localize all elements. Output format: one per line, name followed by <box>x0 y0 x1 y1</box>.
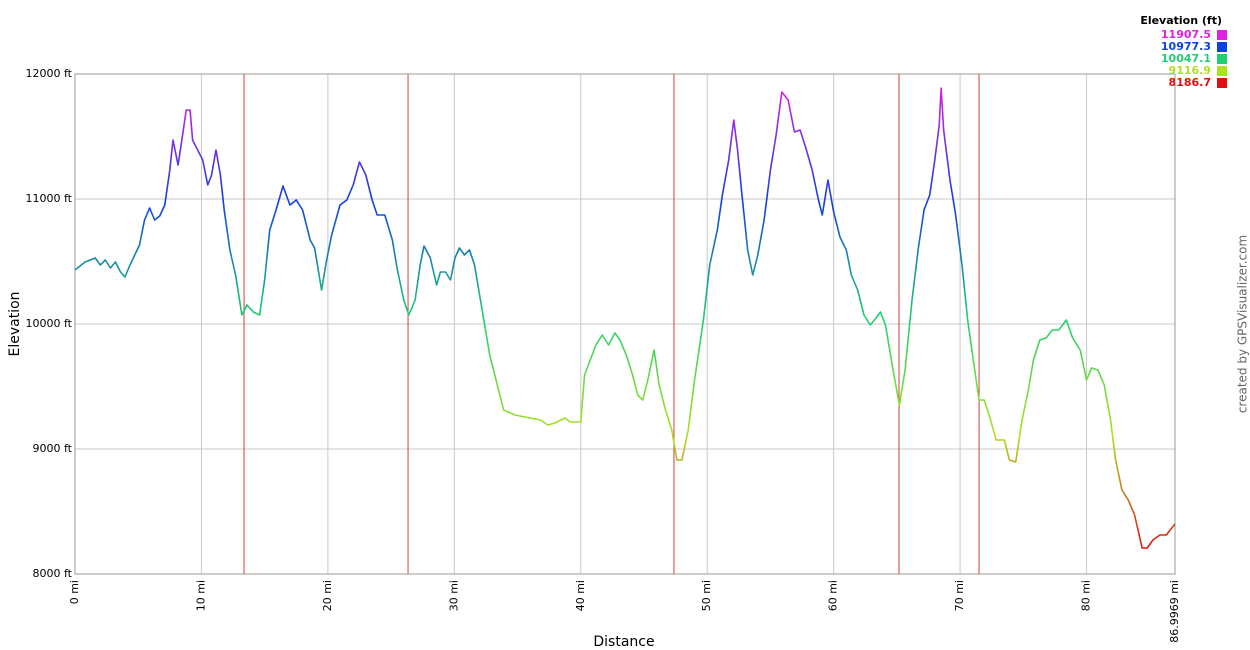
y-axis-label: Elevation <box>7 291 23 356</box>
y-tick-label: 11000 ft <box>26 192 73 205</box>
x-tick-label: 70 mi <box>953 580 966 611</box>
y-tick-label: 9000 ft <box>33 442 73 455</box>
legend-label: 10047.1 <box>1161 52 1211 65</box>
x-axis-label: Distance <box>593 634 654 650</box>
plot-frame <box>74 73 1176 575</box>
elevation-line <box>74 87 1176 549</box>
legend-label: 11907.5 <box>1161 28 1211 41</box>
legend-swatch <box>1217 42 1227 52</box>
legend-label: 8186.7 <box>1169 76 1211 89</box>
x-tick-label: 80 mi <box>1080 580 1093 611</box>
legend-label: 10977.3 <box>1161 40 1211 53</box>
x-tick-label: 10 mi <box>194 580 207 611</box>
y-tick-label: 12000 ft <box>26 67 73 80</box>
x-tick-label: 0 mi <box>68 580 81 604</box>
legend-swatch <box>1217 78 1227 88</box>
legend-swatch <box>1217 66 1227 76</box>
legend-label: 9116.9 <box>1169 64 1211 77</box>
x-tick-label: 60 mi <box>827 580 840 611</box>
x-tick-label: 20 mi <box>321 580 334 611</box>
x-tick-label: 40 mi <box>574 580 587 611</box>
x-tick-label: 50 mi <box>700 580 713 611</box>
legend-swatch <box>1217 30 1227 40</box>
legend-title: Elevation (ft) <box>1140 14 1222 27</box>
legend-swatch <box>1217 54 1227 64</box>
y-tick-label: 10000 ft <box>26 317 73 330</box>
credit: created by GPSVisualizer.com <box>1236 235 1250 413</box>
x-tick-label: 30 mi <box>447 580 460 611</box>
y-tick-label: 8000 ft <box>33 567 73 580</box>
x-tick-label: 86.9969 mi <box>1168 580 1181 643</box>
